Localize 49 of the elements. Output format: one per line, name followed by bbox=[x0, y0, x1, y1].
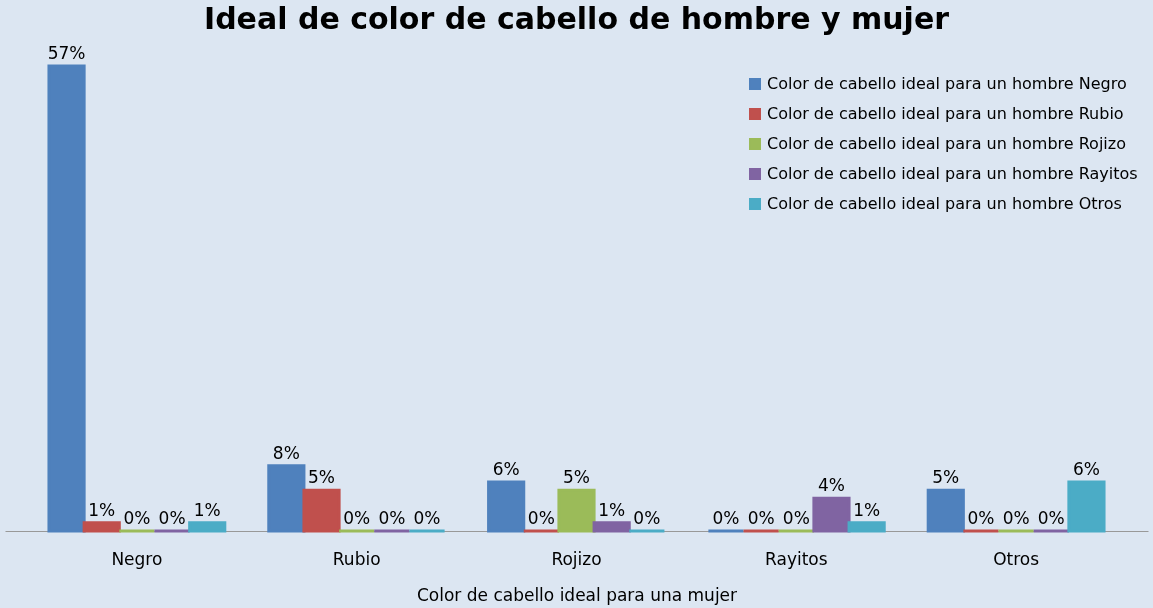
data-label: 0% bbox=[633, 508, 661, 528]
data-label: 0% bbox=[782, 508, 810, 528]
chart-title: Ideal de color de cabello de hombre y mujer bbox=[203, 1, 950, 36]
data-label: 5% bbox=[308, 467, 336, 488]
bar bbox=[487, 480, 526, 533]
bar bbox=[188, 521, 227, 533]
x-tick-label: Rojizo bbox=[551, 548, 602, 569]
data-label: 1% bbox=[88, 499, 116, 520]
bar bbox=[1067, 480, 1106, 533]
data-label: 0% bbox=[343, 508, 371, 528]
x-tick-label: Rubio bbox=[332, 548, 381, 569]
data-label: 1% bbox=[193, 499, 221, 520]
legend-label: Color de cabello ideal para un hombre Otros bbox=[767, 194, 1122, 213]
bar bbox=[592, 521, 631, 533]
data-label: 0% bbox=[1002, 508, 1030, 528]
legend-label: Color de cabello ideal para un hombre Rojizo bbox=[767, 134, 1126, 153]
data-label: 5% bbox=[932, 467, 960, 488]
x-tick-label: Rayitos bbox=[765, 548, 828, 569]
bar bbox=[847, 521, 886, 533]
data-label: 57% bbox=[47, 43, 86, 63]
data-label: 0% bbox=[1037, 508, 1065, 528]
legend-label: Color de cabello ideal para un hombre Negro bbox=[767, 74, 1127, 93]
x-axis-title: Color de cabello ideal para una mujer bbox=[416, 584, 738, 605]
bar bbox=[812, 496, 851, 533]
data-label: 4% bbox=[817, 475, 845, 496]
data-label: 1% bbox=[598, 499, 626, 520]
bar bbox=[82, 521, 121, 533]
bar bbox=[557, 488, 596, 533]
x-tick-label: Negro bbox=[111, 548, 163, 569]
data-label: 0% bbox=[413, 508, 441, 528]
x-tick-label: Otros bbox=[993, 548, 1040, 569]
legend-label: Color de cabello ideal para un hombre Rubio bbox=[767, 104, 1124, 123]
data-label: 8% bbox=[272, 442, 300, 463]
data-label: 1% bbox=[853, 499, 881, 520]
bar bbox=[47, 64, 86, 533]
data-label: 0% bbox=[123, 508, 151, 528]
data-label: 0% bbox=[527, 508, 555, 528]
data-label: 0% bbox=[158, 508, 186, 528]
bar bbox=[267, 464, 306, 533]
data-label: 6% bbox=[1072, 459, 1100, 480]
bar bbox=[302, 488, 341, 533]
legend-label: Color de cabello ideal para un hombre Rayitos bbox=[767, 164, 1138, 183]
data-label: 0% bbox=[747, 508, 775, 528]
data-label: 0% bbox=[967, 508, 995, 528]
data-label: 5% bbox=[563, 467, 590, 488]
data-label: 0% bbox=[712, 508, 740, 528]
bar bbox=[926, 488, 965, 533]
data-label: 0% bbox=[378, 508, 406, 528]
data-label: 6% bbox=[492, 459, 520, 480]
